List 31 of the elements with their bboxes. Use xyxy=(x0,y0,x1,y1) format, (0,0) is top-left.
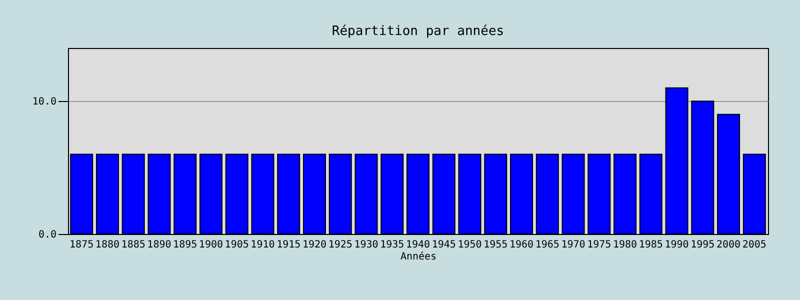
x-tick-label: 1945 xyxy=(432,240,456,250)
x-tick-label: 1970 xyxy=(561,240,586,250)
x-tick-label: 1885 xyxy=(121,240,146,250)
x-tick-label: 2005 xyxy=(742,240,766,250)
x-axis-title: Années xyxy=(400,252,437,262)
x-tick-label: 1995 xyxy=(690,240,715,250)
x-tick-label: 1920 xyxy=(302,240,327,250)
x-tick-label: 1880 xyxy=(95,240,120,250)
x-tick-label: 1930 xyxy=(354,240,378,250)
x-tick-label: 1965 xyxy=(535,240,560,250)
x-tick-label: 1935 xyxy=(380,240,404,250)
chart-title: Répartition par années xyxy=(332,24,504,39)
x-tick-label: 1950 xyxy=(458,240,482,250)
x-tick-label: 1975 xyxy=(587,240,612,250)
x-tick-label: 1875 xyxy=(70,240,94,250)
x-tick-label: 1955 xyxy=(484,240,508,250)
x-tick-label: 1925 xyxy=(328,240,352,250)
x-tick-label: 1940 xyxy=(406,240,430,250)
x-tick-label: 1985 xyxy=(638,240,663,250)
x-tick-label: 1990 xyxy=(664,240,689,250)
x-tick-label: 1905 xyxy=(224,240,249,250)
x-tick-label: 1910 xyxy=(250,240,275,250)
x-tick-label: 1890 xyxy=(147,240,172,250)
x-tick-label: 1895 xyxy=(173,240,198,250)
x-tick-label: 2000 xyxy=(716,240,741,250)
x-tick-label: 1960 xyxy=(509,240,534,250)
y-tick-label: 10.0 xyxy=(32,96,56,108)
y-tick-label: 0.0 xyxy=(38,230,56,240)
x-tick-label: 1900 xyxy=(198,240,224,250)
x-tick-label: 1915 xyxy=(276,240,301,250)
x-tick-label: 1980 xyxy=(612,240,638,250)
